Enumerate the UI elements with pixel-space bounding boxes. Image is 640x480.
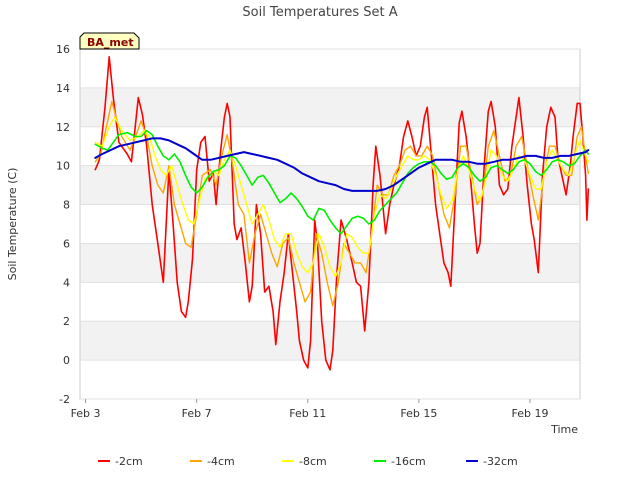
y-axis-label: Soil Temperature (C) [6,168,19,281]
series-lines [94,56,590,371]
station-badge-shape [79,32,140,50]
legend: -2cm -4cm -8cm -16cm -32cm [98,455,518,468]
x-axis-label: Time [550,423,578,436]
background-band [80,87,580,127]
x-tick-label: Feb 11 [289,407,326,420]
series-line-2cm [94,56,590,371]
y-tick-label: 14 [56,82,70,95]
y-tick-label: 12 [56,121,70,134]
y-tick-label: 0 [63,354,70,367]
legend-label: -32cm [483,455,518,468]
x-tick-label: Feb 3 [71,407,101,420]
y-tick-label: 16 [56,43,70,56]
y-tick-label: 6 [63,237,70,250]
plot-background-bands [80,87,580,361]
y-tick-label: 10 [56,160,70,173]
y-axis-ticks: -2 0 2 4 6 8 10 12 14 16 [56,43,70,406]
background-band [80,321,580,361]
y-tick-label: 8 [63,199,70,212]
series-line-32cm [94,137,590,192]
legend-label: -4cm [207,455,235,468]
x-tick-label: Feb 19 [512,407,549,420]
y-tick-label: 2 [63,315,70,328]
legend-label: -16cm [391,455,426,468]
background-band [80,243,580,283]
series-line-16cm [94,129,590,235]
x-tick-label: Feb 15 [400,407,437,420]
y-tick-label: 4 [63,276,70,289]
legend-label: -8cm [299,455,327,468]
station-badge-label: BA_met [87,36,134,49]
x-axis-ticks: Feb 3 Feb 7 Feb 11 Feb 15 Feb 19 [71,399,549,420]
chart-title: Soil Temperatures Set A [242,5,397,20]
legend-label: -2cm [115,455,143,468]
series-line-8cm [94,116,589,278]
station-badge: BA_met [79,32,140,50]
x-tick-label: Feb 7 [182,407,212,420]
y-tick-label: -2 [59,393,70,406]
